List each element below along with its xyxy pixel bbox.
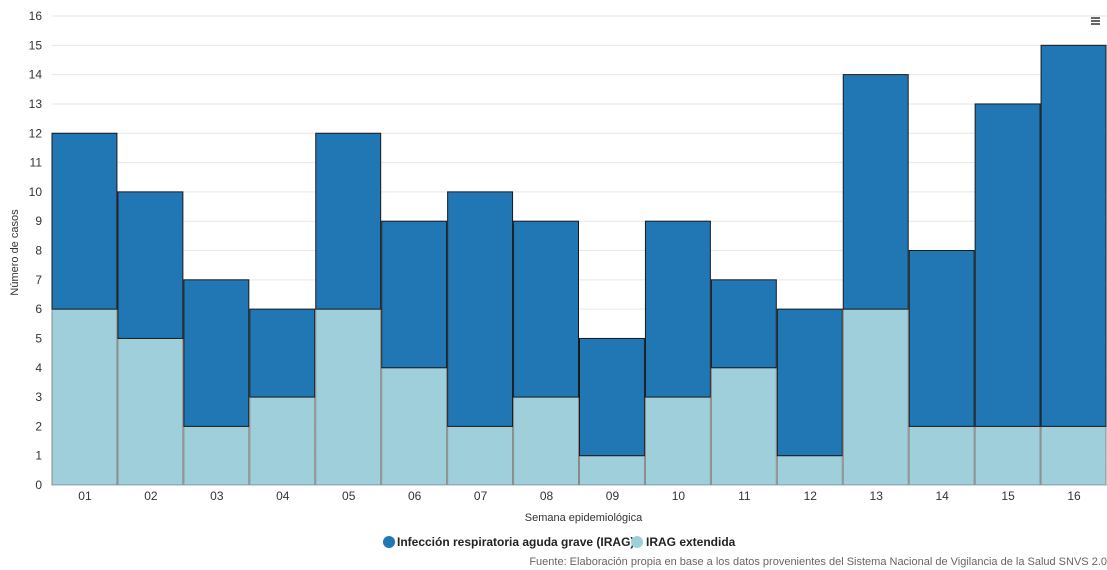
y-tick-label: 13 xyxy=(29,97,43,111)
x-tick-label: 10 xyxy=(672,489,686,503)
legend-marker xyxy=(631,536,643,548)
bar-irag-extendida[interactable] xyxy=(117,337,184,486)
x-tick-label: 15 xyxy=(1001,489,1015,503)
bar-irag-extendida[interactable] xyxy=(447,425,514,486)
x-tick-label: 16 xyxy=(1067,489,1081,503)
bar-irag[interactable] xyxy=(710,279,777,369)
bar-irag[interactable] xyxy=(644,220,711,398)
bar-irag[interactable] xyxy=(1040,44,1107,427)
bar-irag[interactable] xyxy=(315,132,382,310)
bar-irag-extendida[interactable] xyxy=(710,367,777,486)
x-tick-label: 04 xyxy=(276,489,290,503)
y-tick-label: 8 xyxy=(35,244,42,258)
y-tick-label: 7 xyxy=(35,273,42,287)
y-tick-label: 2 xyxy=(35,419,42,433)
bar-irag[interactable] xyxy=(51,132,118,310)
bars xyxy=(51,44,1107,486)
bar-irag-extendida[interactable] xyxy=(776,455,843,486)
bar-irag-extendida[interactable] xyxy=(183,425,250,486)
x-tick-label: 12 xyxy=(804,489,818,503)
x-tick-label: 08 xyxy=(540,489,554,503)
bar-irag[interactable] xyxy=(974,103,1041,427)
y-tick-label: 16 xyxy=(29,9,43,23)
y-tick-label: 6 xyxy=(35,302,42,316)
source-note: Fuente: Elaboración propia en base a los… xyxy=(529,556,1107,568)
hamburger-menu-icon[interactable] xyxy=(1089,14,1103,28)
y-tick-label: 11 xyxy=(30,156,43,170)
bar-irag-extendida[interactable] xyxy=(644,396,711,486)
bar-irag[interactable] xyxy=(513,220,579,398)
bar-irag-extendida[interactable] xyxy=(51,308,118,486)
bar-irag[interactable] xyxy=(776,308,843,457)
bar-irag-extendida[interactable] xyxy=(513,396,579,486)
x-tick-label: 06 xyxy=(408,489,422,503)
y-tick-label: 5 xyxy=(35,331,42,345)
bar-irag[interactable] xyxy=(381,220,448,369)
x-tick-label: 02 xyxy=(144,489,158,503)
legend-item[interactable]: IRAG extendida xyxy=(631,535,736,549)
legend-marker xyxy=(383,536,395,548)
bar-irag[interactable] xyxy=(908,250,975,427)
y-tick-label: 14 xyxy=(29,68,43,82)
x-tick-label: 11 xyxy=(738,489,751,503)
x-tick-label: 07 xyxy=(474,489,488,503)
y-tick-label: 9 xyxy=(35,214,42,228)
x-axis-title: Semana epidemiológica xyxy=(525,512,643,524)
x-tick-label: 09 xyxy=(606,489,620,503)
bar-irag-extendida[interactable] xyxy=(381,367,448,486)
bar-irag-extendida[interactable] xyxy=(974,425,1041,486)
bar-irag[interactable] xyxy=(249,308,316,398)
y-tick-label: 10 xyxy=(29,185,43,199)
legend-label: IRAG extendida xyxy=(646,535,736,549)
x-tick-label: 05 xyxy=(342,489,356,503)
bar-irag[interactable] xyxy=(183,279,250,427)
y-axis-title: Número de casos xyxy=(9,209,21,296)
bar-irag-extendida[interactable] xyxy=(579,455,645,486)
x-axis-ticks: 01 02 03 04 05 06 07 08 09 10 11 12 13 14 15 16 xyxy=(78,489,1081,503)
legend-label: Infección respiratoria aguda grave (IRAG… xyxy=(397,535,634,549)
bar-irag-extendida[interactable] xyxy=(908,425,975,486)
y-tick-label: 1 xyxy=(35,449,42,463)
bar-irag-extendida[interactable] xyxy=(249,396,316,486)
bar-irag[interactable] xyxy=(447,191,514,427)
x-tick-label: 03 xyxy=(210,489,224,503)
bar-irag[interactable] xyxy=(579,337,645,457)
y-tick-label: 4 xyxy=(35,361,42,375)
y-tick-label: 3 xyxy=(35,390,42,404)
y-tick-label: 15 xyxy=(29,38,43,52)
bar-irag-extendida[interactable] xyxy=(315,308,382,486)
y-tick-label: 0 xyxy=(35,478,42,492)
bar-irag-extendida[interactable] xyxy=(842,308,909,486)
x-tick-label: 14 xyxy=(935,489,949,503)
y-tick-label: 12 xyxy=(29,126,43,140)
bar-irag-extendida[interactable] xyxy=(1040,425,1107,486)
legend-item[interactable]: Infección respiratoria aguda grave (IRAG… xyxy=(383,535,634,549)
x-tick-label: 13 xyxy=(870,489,884,503)
legend: Infección respiratoria aguda grave (IRAG… xyxy=(383,535,736,549)
bar-irag[interactable] xyxy=(842,74,909,310)
x-tick-label: 01 xyxy=(78,489,92,503)
bar-irag[interactable] xyxy=(117,191,184,339)
